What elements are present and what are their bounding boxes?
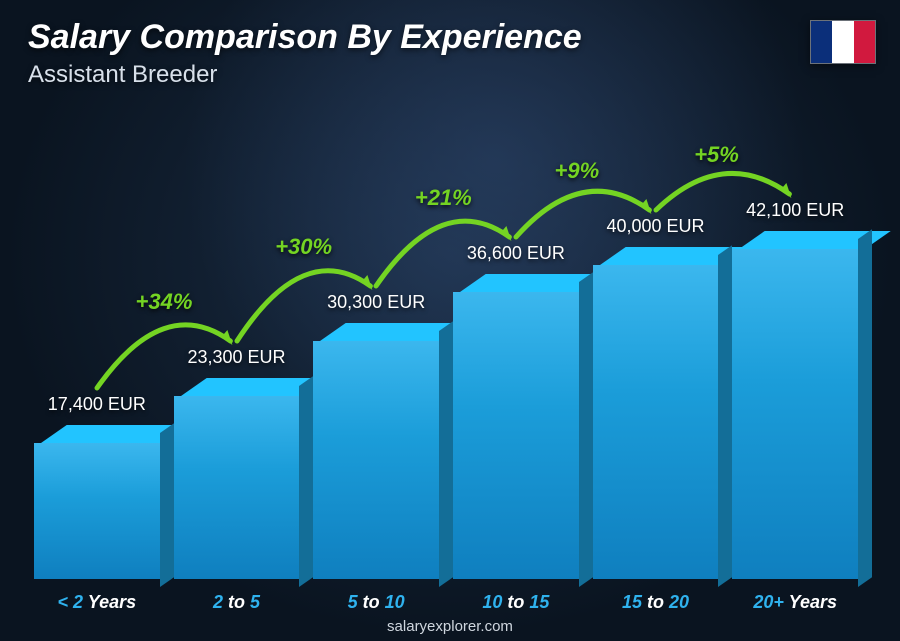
xaxis-label-word: to (642, 592, 669, 612)
xaxis-label-word: Years (784, 592, 837, 612)
footer-credit: salaryexplorer.com (0, 618, 900, 635)
bar-value-label: 40,000 EUR (606, 216, 704, 237)
xaxis-label-num: 20+ (753, 592, 784, 612)
xaxis-label-word: Years (83, 592, 136, 612)
bar-column: 36,600 EUR (453, 243, 579, 579)
xaxis-label-num: 15 (622, 592, 642, 612)
bar-value-label: 30,300 EUR (327, 292, 425, 313)
page-title: Salary Comparison By Experience (28, 18, 872, 57)
bar-value-label: 36,600 EUR (467, 243, 565, 264)
bar (313, 323, 439, 579)
bar-front-face (313, 341, 439, 579)
xaxis-label-num: 2 (213, 592, 223, 612)
bar (732, 231, 858, 579)
bar-column: 40,000 EUR (593, 216, 719, 579)
bar-side-face (579, 272, 593, 587)
xaxis: < 2 Years2 to 55 to 1010 to 1515 to 2020… (34, 592, 858, 613)
xaxis-label: 5 to 10 (313, 592, 439, 613)
xaxis-label: 15 to 20 (593, 592, 719, 613)
xaxis-label-num: 5 (348, 592, 358, 612)
xaxis-label-num: < 2 (58, 592, 84, 612)
xaxis-label: 20+ Years (732, 592, 858, 613)
bar-column: 42,100 EUR (732, 200, 858, 579)
bar-side-face (439, 321, 453, 587)
bar-front-face (34, 443, 160, 579)
bar-value-label: 17,400 EUR (48, 394, 146, 415)
bar (593, 247, 719, 579)
bar-side-face (160, 423, 174, 587)
xaxis-label-num2: 10 (385, 592, 405, 612)
xaxis-label-word: to (502, 592, 529, 612)
bar-value-label: 42,100 EUR (746, 200, 844, 221)
xaxis-label-num: 10 (482, 592, 502, 612)
xaxis-label-word: to (358, 592, 385, 612)
bar-column: 17,400 EUR (34, 394, 160, 579)
bar (453, 274, 579, 579)
page-subtitle: Assistant Breeder (28, 61, 872, 89)
xaxis-label: 2 to 5 (174, 592, 300, 613)
header: Salary Comparison By Experience Assistan… (28, 18, 872, 89)
xaxis-label-num2: 15 (529, 592, 549, 612)
bar-side-face (299, 376, 313, 587)
bar-value-label: 23,300 EUR (187, 347, 285, 368)
bar-front-face (593, 265, 719, 579)
xaxis-label-num2: 5 (250, 592, 260, 612)
bar-front-face (732, 249, 858, 579)
bar-front-face (453, 292, 579, 579)
bar-side-face (718, 245, 732, 587)
bar-front-face (174, 396, 300, 579)
xaxis-label: 10 to 15 (453, 592, 579, 613)
bar (34, 425, 160, 579)
bar (174, 378, 300, 579)
flag-stripe-blue (811, 21, 832, 63)
bar-side-face (858, 229, 872, 587)
flag-stripe-red (854, 21, 875, 63)
bar-column: 23,300 EUR (174, 347, 300, 579)
xaxis-label-num2: 20 (669, 592, 689, 612)
bar-chart: 17,400 EUR 23,300 EUR 30,300 EUR 36,600 EUR… (34, 120, 858, 579)
flag-stripe-white (832, 21, 853, 63)
bar-column: 30,300 EUR (313, 292, 439, 579)
xaxis-label-word: to (223, 592, 250, 612)
xaxis-label: < 2 Years (34, 592, 160, 613)
flag-france (810, 20, 876, 64)
